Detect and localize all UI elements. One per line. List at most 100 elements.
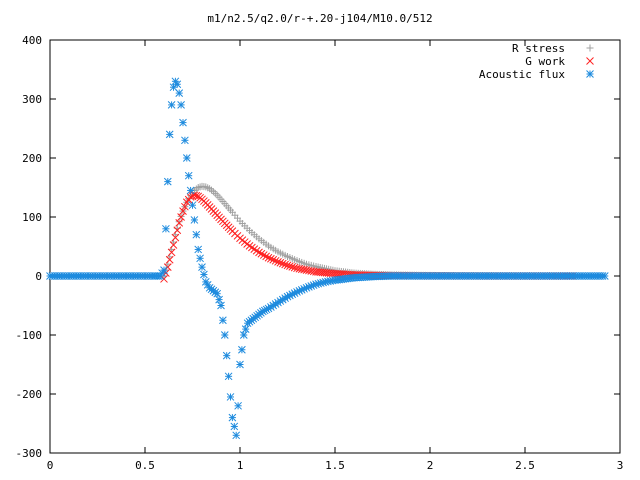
- y-tick-label: 400: [22, 34, 42, 47]
- data-point: [215, 295, 223, 304]
- data-point: [274, 257, 282, 266]
- data-point: [295, 264, 304, 273]
- x-tick-label: 1.5: [325, 459, 345, 472]
- data-point: [283, 261, 292, 270]
- data-point: [167, 248, 176, 257]
- y-tick-label: -100: [16, 329, 43, 342]
- data-point: [190, 216, 199, 224]
- data-point: [236, 360, 244, 369]
- series-1: [160, 191, 577, 283]
- data-point: [179, 118, 187, 127]
- data-point: [169, 241, 178, 249]
- data-point: [194, 245, 203, 254]
- data-point: [238, 345, 246, 354]
- data-point: [217, 301, 225, 310]
- data-point: [226, 393, 235, 401]
- chart-title: m1/n2.5/q2.0/r-+.20-j104/M10.0/512: [207, 12, 432, 25]
- data-point: [173, 226, 182, 235]
- data-point: [239, 331, 248, 339]
- data-point: [267, 254, 275, 263]
- x-tick-label: 0.5: [135, 459, 155, 472]
- x-tick-label: 2.5: [515, 459, 535, 472]
- y-tick-label: 300: [22, 93, 42, 106]
- legend-label-g-work: G work: [525, 55, 565, 68]
- data-point: [293, 264, 301, 273]
- data-point: [200, 270, 208, 279]
- data-point: [165, 130, 174, 139]
- data-point: [300, 265, 308, 274]
- data-point: [163, 177, 172, 186]
- data-point: [222, 351, 231, 360]
- axis-ticks: 0 0.5 1 1.5 2 2.5 3 -300 -200 -100 0 100 200 300 400: [16, 34, 624, 472]
- x-tick-label: 1: [237, 459, 244, 472]
- data-point: [230, 422, 239, 431]
- data-point: [165, 255, 174, 264]
- series-0: [160, 182, 576, 280]
- x-tick-label: 2: [427, 459, 434, 472]
- data-point: [171, 233, 180, 242]
- data-point: [248, 243, 256, 252]
- data-point: [307, 267, 316, 275]
- legend: R stress G work Acoustic flux: [479, 42, 594, 81]
- legend-label-acoustic-flux: Acoustic flux: [479, 68, 565, 81]
- data-point: [269, 255, 278, 264]
- legend-marker: [586, 57, 594, 65]
- data-point: [209, 188, 217, 196]
- data-point: [228, 413, 237, 422]
- data-point: [160, 275, 168, 283]
- y-tick-label: 0: [35, 270, 42, 283]
- data-point: [184, 171, 193, 180]
- data-point: [211, 189, 219, 197]
- data-point: [219, 316, 227, 325]
- data-point: [202, 183, 210, 191]
- data-point: [600, 272, 609, 280]
- data-point: [232, 431, 241, 440]
- data-point: [160, 266, 168, 274]
- data-point: [290, 263, 299, 272]
- data-point: [186, 186, 195, 195]
- legend-marker: [586, 70, 594, 78]
- data-point: [181, 136, 189, 145]
- data-point: [255, 248, 263, 257]
- data-point: [288, 263, 297, 271]
- data-point: [181, 202, 189, 211]
- data-point: [278, 259, 287, 268]
- x-tick-label: 3: [617, 459, 624, 472]
- data-point: [250, 245, 259, 254]
- data-point: [302, 266, 311, 274]
- data-point: [264, 253, 273, 262]
- data-point: [196, 254, 204, 263]
- data-point: [286, 262, 294, 270]
- data-point: [177, 213, 185, 221]
- data-point: [220, 331, 229, 339]
- data-point: [305, 266, 313, 275]
- data-point: [177, 101, 185, 109]
- data-point: [167, 101, 176, 109]
- y-tick-label: -300: [16, 447, 43, 460]
- series-2: [46, 77, 609, 440]
- data-point: [192, 230, 201, 239]
- data-point: [262, 252, 270, 261]
- data-point: [224, 372, 233, 381]
- y-tick-label: 200: [22, 152, 42, 165]
- data-point: [198, 263, 206, 272]
- data-point: [257, 249, 266, 258]
- data-point: [297, 265, 306, 274]
- data-point: [175, 219, 184, 227]
- data-point: [241, 325, 250, 333]
- data-point: [179, 207, 187, 215]
- data-point: [173, 80, 182, 89]
- legend-label-r-stress: R stress: [512, 42, 565, 55]
- data-point: [182, 154, 191, 162]
- data-point: [188, 201, 197, 210]
- data-point: [175, 89, 184, 97]
- data-point: [234, 401, 242, 410]
- data-point: [245, 242, 254, 250]
- y-tick-label: -200: [16, 388, 43, 401]
- data-point: [271, 256, 280, 265]
- x-tick-label: 0: [47, 459, 54, 472]
- plot-frame: [49, 39, 621, 454]
- data-point: [276, 258, 285, 267]
- y-tick-label: 100: [22, 211, 42, 224]
